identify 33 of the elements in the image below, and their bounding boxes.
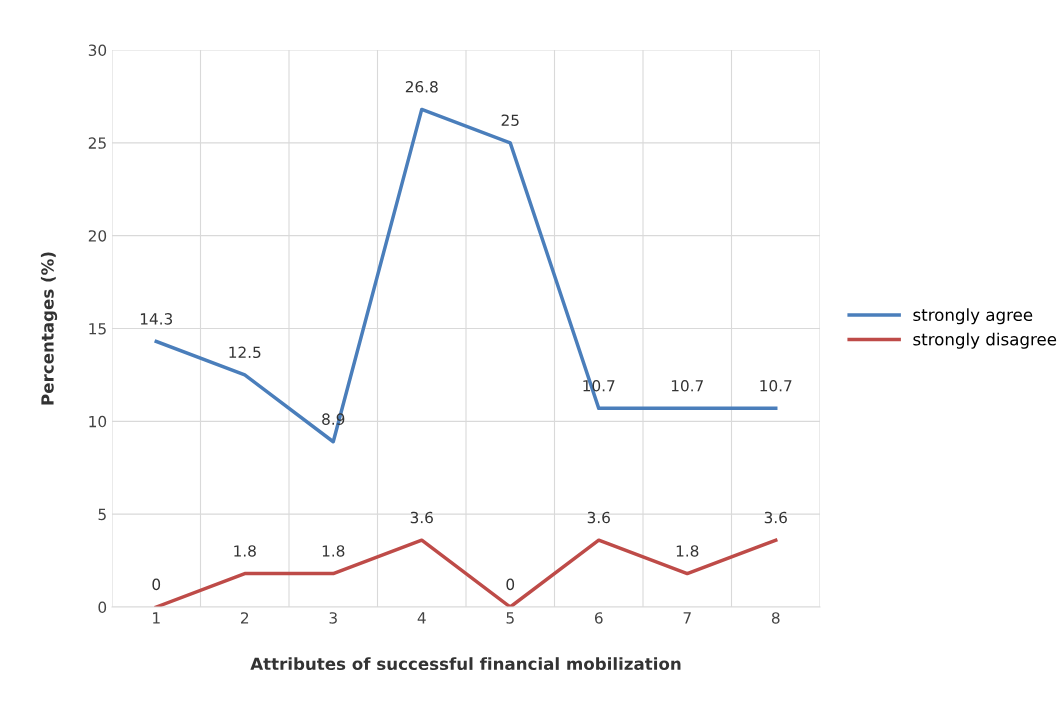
legend-label: strongly agree [913,308,1033,325]
y-tick-label: 0 [98,601,107,614]
y-tick-label: 5 [98,508,106,521]
x-tick-label: 1 [153,612,160,624]
y-tick-label: 20 [88,230,107,242]
x-tick-label: 5 [506,612,514,624]
legend-label: strongly disagree [913,332,1057,349]
data-label: 3.6 [410,511,433,524]
y-tick-label: 30 [88,44,107,57]
data-label: 14.3 [140,313,173,325]
x-tick-label: 2 [241,612,249,624]
x-tick-label: 6 [594,612,603,624]
data-label: 10.7 [760,379,792,392]
y-tick-label: 15 [89,323,106,335]
data-label: 10.7 [671,379,703,392]
data-label: 0 [152,578,161,591]
x-tick-label: 3 [329,612,337,624]
data-label: 1.8 [234,545,256,557]
data-label: 3.6 [587,511,610,524]
data-label: 3.6 [764,511,787,524]
y-tick-label: 25 [88,137,106,149]
x-tick-label: 7 [683,612,691,624]
data-label: 1.8 [676,545,699,557]
data-label: 0 [506,578,515,591]
y-tick-label: 10 [89,415,107,428]
data-label: 25 [501,114,519,126]
x-tick-label: 4 [417,612,426,624]
data-label: 12.5 [229,346,261,359]
data-label: 26.8 [405,81,438,93]
x-tick-label: 8 [771,612,780,624]
y-axis-title: Percentages (%) [40,252,58,405]
x-axis-title: Attributes of successful financial mobilization [250,657,681,671]
data-label: 1.8 [322,545,345,557]
